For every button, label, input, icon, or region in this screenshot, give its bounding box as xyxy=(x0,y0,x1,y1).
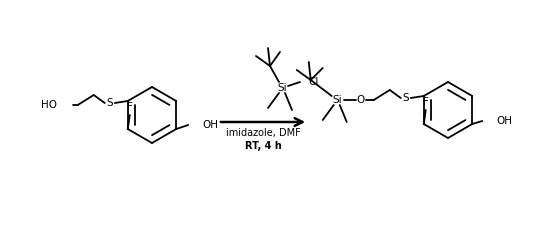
Text: RT, 4 h: RT, 4 h xyxy=(244,141,281,151)
Text: S: S xyxy=(402,93,409,103)
Text: Si: Si xyxy=(277,83,287,93)
Text: HO: HO xyxy=(41,100,57,110)
Text: F: F xyxy=(423,97,429,107)
Text: F: F xyxy=(127,102,133,112)
Text: O: O xyxy=(357,95,365,105)
Text: OH: OH xyxy=(202,120,218,130)
Text: imidazole, DMF: imidazole, DMF xyxy=(226,128,300,138)
Text: Si: Si xyxy=(332,95,341,105)
Text: S: S xyxy=(106,98,113,108)
Text: OH: OH xyxy=(496,116,512,126)
Text: Cl: Cl xyxy=(308,77,318,87)
